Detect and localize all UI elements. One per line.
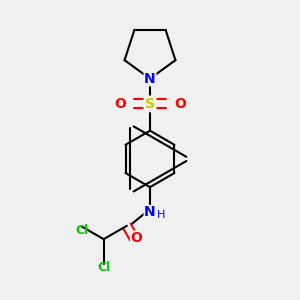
Text: O: O [130, 231, 142, 245]
Text: Cl: Cl [75, 224, 88, 237]
Text: O: O [114, 97, 126, 111]
Text: Cl: Cl [97, 262, 110, 275]
Text: H: H [157, 210, 166, 220]
Text: N: N [144, 206, 156, 219]
Text: O: O [174, 97, 186, 111]
Text: S: S [145, 97, 155, 111]
Text: N: N [144, 72, 156, 86]
